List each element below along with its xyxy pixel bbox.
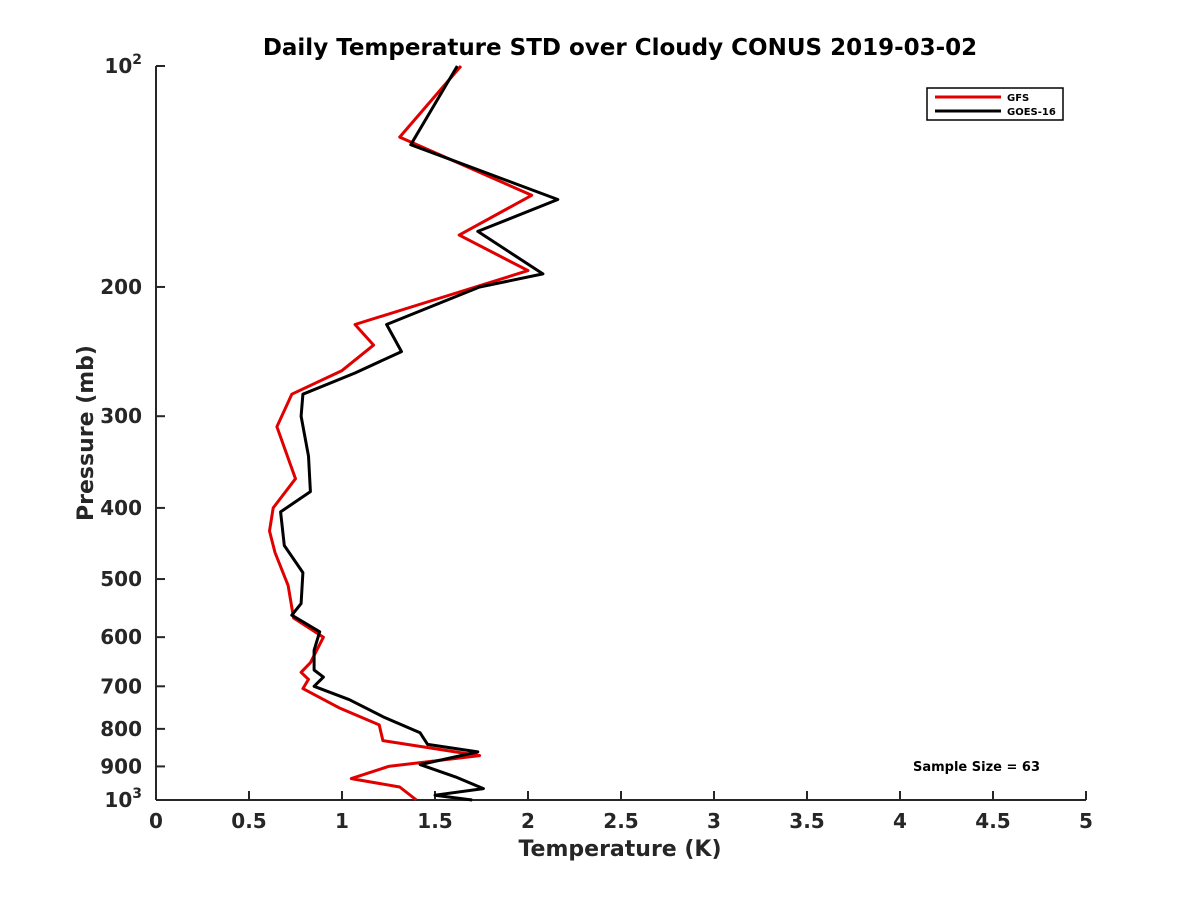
x-tick-label: 2.5	[603, 809, 638, 833]
legend-box	[926, 87, 1064, 121]
y-axis-label: Pressure (mb)	[74, 345, 99, 521]
series-group	[268, 65, 560, 802]
x-tick-label: 3.5	[789, 809, 824, 833]
y-tick-label: 600	[100, 625, 142, 649]
chart-title: Daily Temperature STD over Cloudy CONUS …	[263, 35, 977, 61]
legend: GFS GOES-16	[926, 87, 1064, 121]
series-line-gfs	[268, 65, 534, 802]
y-tick-label: 300	[100, 404, 142, 428]
x-axis-label: Temperature (K)	[518, 837, 721, 862]
x-tick-label: 4	[893, 809, 907, 833]
y-tick-label: 200	[100, 275, 142, 299]
sample-size-annotation: Sample Size = 63	[913, 760, 1040, 775]
legend-label-gfs: GFS	[1007, 93, 1029, 104]
y-tick-label: 400	[100, 496, 142, 520]
y-axis-ticks: 102 200 300 400 500 600 700 800 900 103	[100, 52, 165, 812]
legend-label-goes16: GOES-16	[1007, 107, 1056, 118]
y-tick-label: 700	[100, 674, 142, 698]
y-tick-label: 500	[100, 567, 142, 591]
x-tick-label: 1.5	[417, 809, 452, 833]
plot-area	[155, 66, 1086, 801]
x-axis-ticks: 0 0.5 1 1.5 2 2.5 3 3.5 4 4.5 5	[149, 791, 1093, 833]
y-tick-label: 102	[104, 52, 142, 78]
x-tick-label: 0	[149, 809, 163, 833]
y-tick-label: 900	[100, 754, 142, 778]
x-tick-label: 3	[707, 809, 721, 833]
y-tick-label: 103	[104, 786, 142, 812]
x-tick-label: 1	[335, 809, 349, 833]
x-tick-label: 2	[521, 809, 535, 833]
series-line-goes16	[279, 65, 560, 802]
x-tick-label: 0.5	[231, 809, 266, 833]
x-tick-label: 5	[1079, 809, 1093, 833]
x-tick-label: 4.5	[975, 809, 1010, 833]
y-tick-label: 800	[100, 717, 142, 741]
